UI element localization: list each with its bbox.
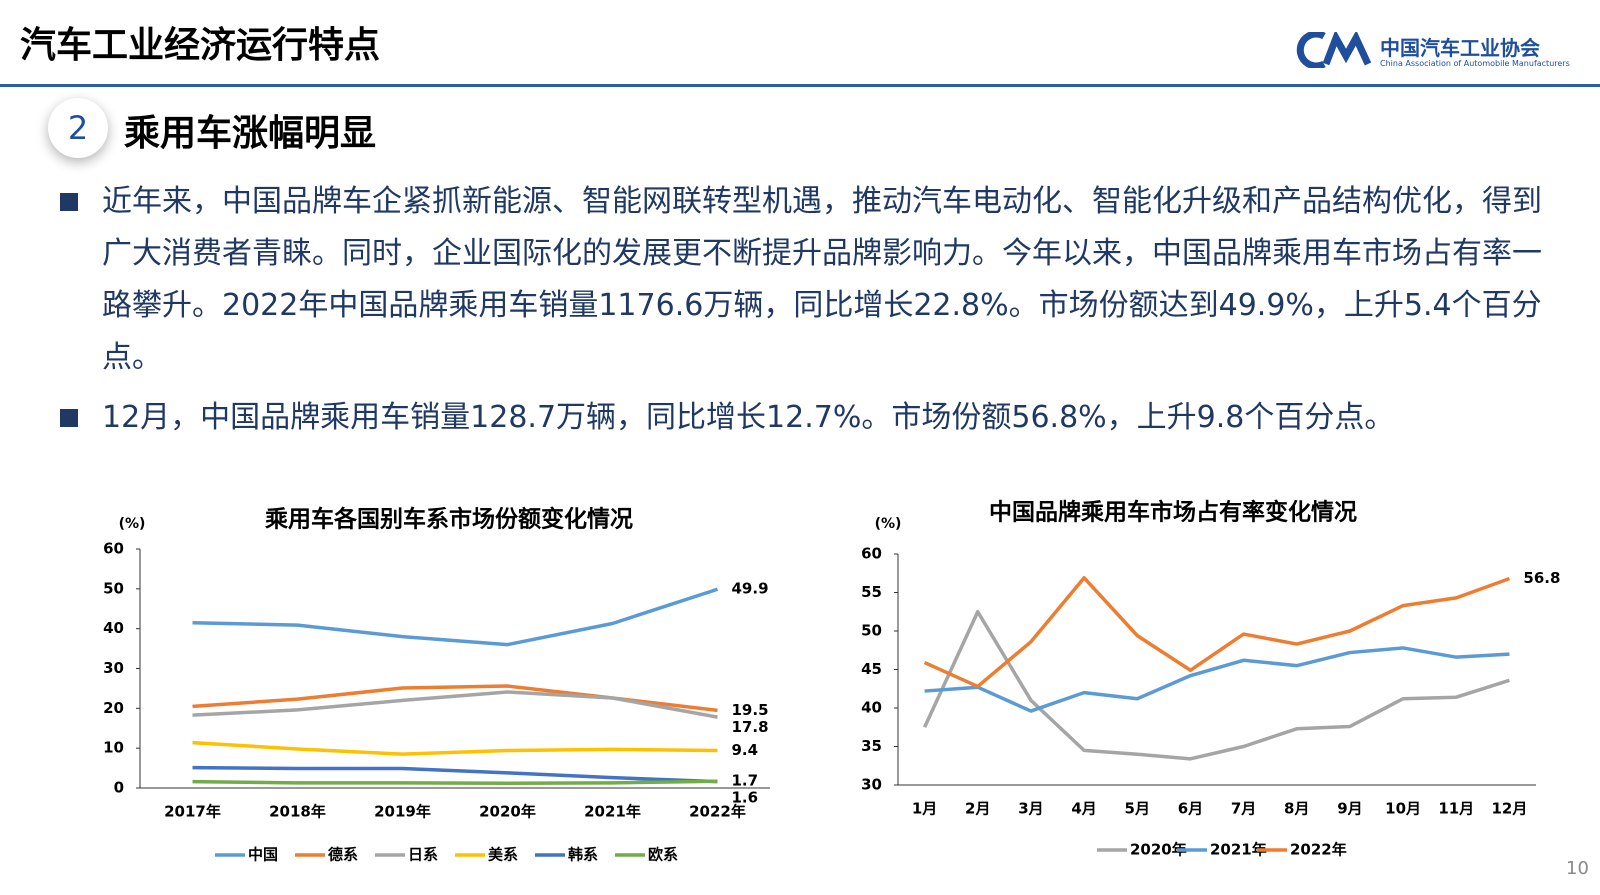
legend-label: 欧系 <box>648 846 678 864</box>
series-line <box>192 587 719 647</box>
y-tick-label: 35 <box>861 737 882 755</box>
y-tick-label: 50 <box>103 579 124 597</box>
series-line <box>924 646 1510 713</box>
x-tick-label: 2021年 <box>584 803 641 821</box>
y-tick-label: 10 <box>103 739 124 757</box>
legend-label: 2021年 <box>1210 841 1267 859</box>
x-tick-label: 2017年 <box>164 803 221 821</box>
x-tick-label: 6月 <box>1178 800 1203 818</box>
x-tick-label: 2018年 <box>269 803 326 821</box>
x-tick-label: 7月 <box>1231 800 1256 818</box>
section-title: 乘用车涨幅明显 <box>124 113 377 154</box>
legend-label: 德系 <box>328 846 358 864</box>
data-label: 9.4 <box>732 741 759 759</box>
x-tick-label: 5月 <box>1125 800 1150 818</box>
section-number: 2 <box>48 98 108 158</box>
y-tick-label: 60 <box>861 545 882 563</box>
legend-label: 2022年 <box>1290 841 1347 859</box>
org-name-en: China Association of Automobile Manufact… <box>1380 59 1570 68</box>
x-tick-label: 12月 <box>1491 800 1527 818</box>
x-tick-label: 1月 <box>912 800 937 818</box>
data-label: 19.5 <box>732 701 769 719</box>
legend-label: 中国 <box>248 846 278 864</box>
series-line <box>192 684 718 713</box>
data-label: 1.7 <box>732 772 759 790</box>
y-tick-label: 0 <box>114 779 124 797</box>
page-number: 10 <box>1566 858 1589 879</box>
bullet-text: 12月，中国品牌乘用车销量128.7万辆，同比增长12.7%。市场份额56.8%… <box>102 400 1395 435</box>
bullet-marker <box>60 193 78 211</box>
series-line <box>922 610 1510 761</box>
series-line <box>192 765 718 784</box>
y-tick-label: 30 <box>103 659 124 677</box>
y-tick-label: 40 <box>103 619 124 637</box>
series-line <box>923 576 1511 689</box>
data-label: 56.8 <box>1523 569 1560 587</box>
y-tick-label: 40 <box>861 699 882 717</box>
y-tick-label: 60 <box>103 540 124 558</box>
x-tick-label: 9月 <box>1337 800 1362 818</box>
chart-title: 乘用车各国别车系市场份额变化情况 <box>264 506 633 533</box>
x-tick-label: 4月 <box>1071 800 1096 818</box>
x-tick-label: 2022年 <box>689 803 746 821</box>
legend-label: 韩系 <box>568 846 598 864</box>
series-line <box>192 690 718 719</box>
header-rule <box>0 84 1600 87</box>
legend-label: 2020年 <box>1130 841 1187 859</box>
x-tick-label: 10月 <box>1385 800 1421 818</box>
y-tick-label: 45 <box>861 660 882 678</box>
legend-label: 日系 <box>408 846 438 864</box>
legend-label: 美系 <box>488 846 518 864</box>
x-tick-label: 3月 <box>1018 800 1043 818</box>
y-tick-label: 55 <box>861 583 882 601</box>
chart-title: 中国品牌乘用车市场占有率变化情况 <box>989 499 1357 526</box>
x-tick-label: 2019年 <box>374 803 431 821</box>
y-tick-label: 30 <box>861 776 882 794</box>
slide-title: 汽车工业经济运行特点 <box>20 25 381 66</box>
x-tick-label: 2020年 <box>479 803 536 821</box>
y-axis-label: (%) <box>875 516 902 532</box>
data-label: 17.8 <box>732 718 769 736</box>
bullet-marker <box>60 409 78 427</box>
y-tick-label: 50 <box>861 622 882 640</box>
series-line <box>192 779 718 785</box>
x-tick-label: 11月 <box>1438 800 1474 818</box>
x-tick-label: 8月 <box>1284 800 1309 818</box>
org-name: 中国汽车工业协会 <box>1380 36 1540 60</box>
y-tick-label: 20 <box>103 699 124 717</box>
bullet-text: 近年来，中国品牌车企紧抓新能源、智能网联转型机遇，推动汽车电动化、智能化升级和产… <box>102 184 1542 375</box>
logo <box>1296 32 1372 68</box>
data-label: 1.6 <box>732 789 759 807</box>
y-axis-label: (%) <box>119 516 146 532</box>
series-line <box>192 740 718 756</box>
x-tick-label: 2月 <box>965 800 990 818</box>
data-label: 49.9 <box>732 580 769 598</box>
